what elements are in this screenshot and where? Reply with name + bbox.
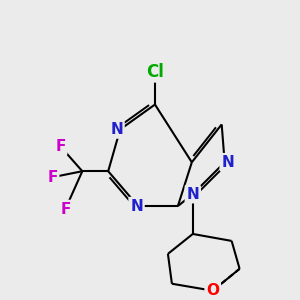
Text: N: N (221, 155, 234, 170)
Text: N: N (110, 122, 123, 137)
Text: F: F (47, 170, 58, 185)
Text: N: N (130, 199, 143, 214)
Text: O: O (206, 283, 219, 298)
Text: Cl: Cl (146, 63, 164, 81)
Text: F: F (60, 202, 70, 217)
Text: F: F (55, 139, 66, 154)
Text: N: N (186, 187, 199, 202)
